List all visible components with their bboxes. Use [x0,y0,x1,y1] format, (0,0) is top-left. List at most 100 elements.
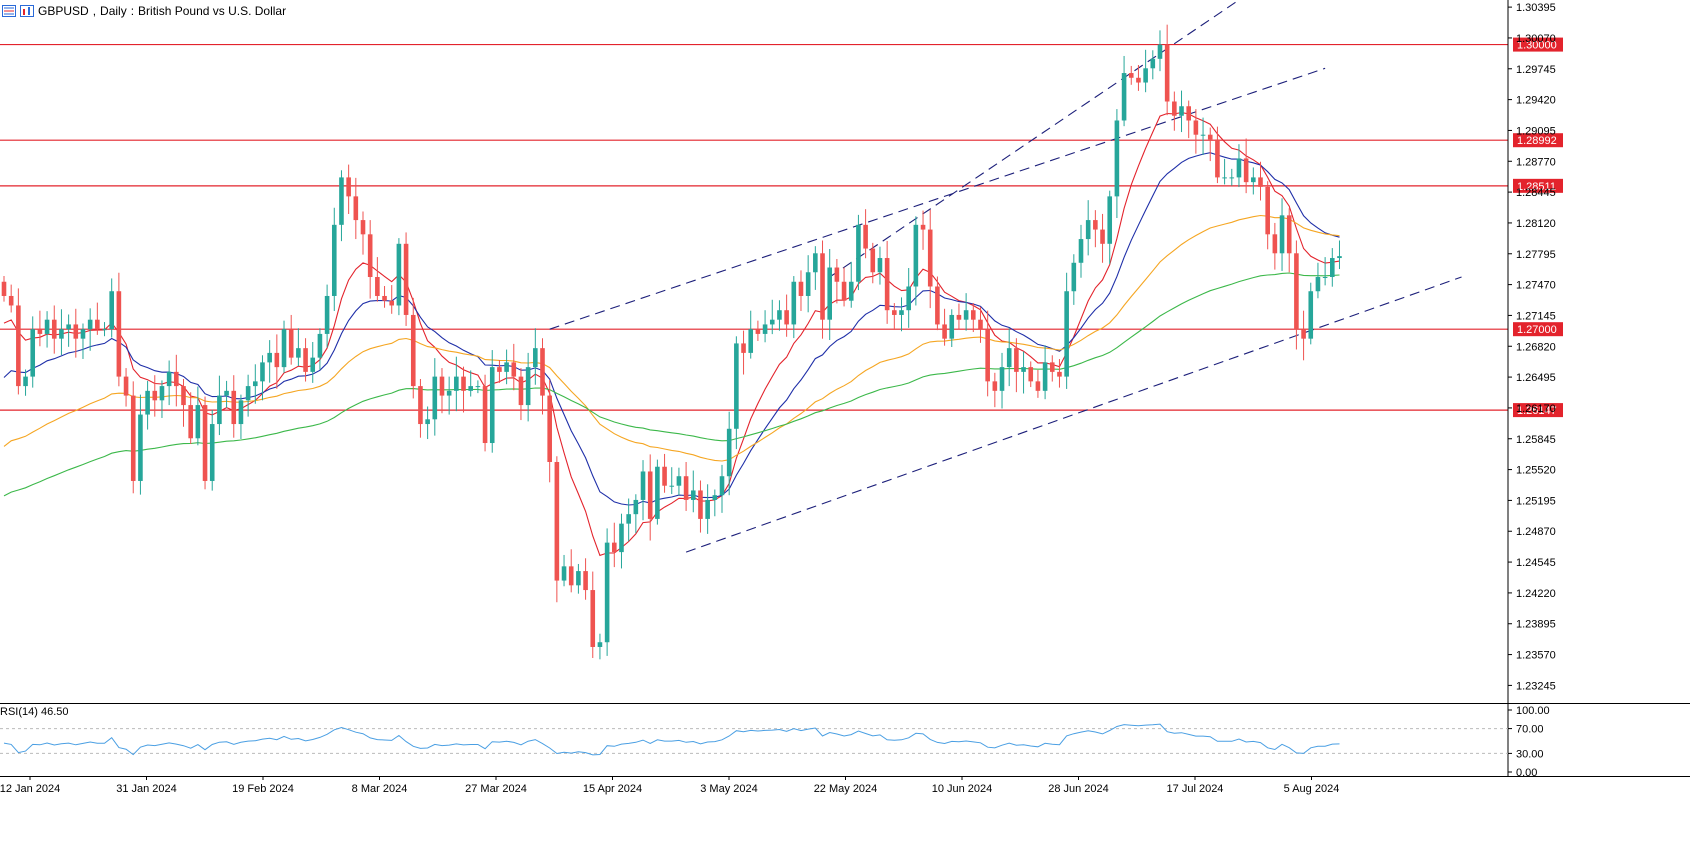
candle-body [375,277,380,296]
candle-body [590,590,596,647]
candle-body [454,376,459,391]
candle-body [1164,44,1170,102]
candle-body [1143,68,1148,83]
candle-body [762,324,768,334]
candle-body [576,571,581,586]
candle-body [633,499,639,515]
y-tick-label: 1.24870 [1516,526,1556,538]
rsi-tick-label: 0.00 [1516,767,1537,779]
candle-body [583,571,588,591]
y-tick-label: 1.27795 [1516,249,1556,261]
x-tick-label: 8 Mar 2024 [352,783,408,795]
candle-body [992,381,998,391]
chart-header: GBPUSD, Daily: British Pound vs U.S. Dol… [2,2,286,20]
level-price-tag [1513,322,1563,337]
candle-body [1193,120,1199,135]
candle-body [518,376,524,406]
candle-body [899,310,904,315]
x-tick-label: 5 Aug 2024 [1284,783,1340,795]
y-tick-label: 1.26820 [1516,341,1556,353]
x-tick-label: 3 May 2024 [700,783,757,795]
candle-body [80,329,86,339]
candle-body [30,329,36,377]
candle-body [245,386,251,401]
y-tick-label: 1.24545 [1516,557,1556,569]
candle-body [604,542,610,643]
candle-body [231,390,237,425]
candle-body [8,295,14,306]
candle-body [971,310,976,320]
candle-body [848,281,854,301]
candle-body [1064,291,1069,377]
candle-body [102,329,107,331]
y-tick-label: 1.24220 [1516,588,1556,600]
candle-body [626,514,631,524]
candle-body [145,390,150,415]
candle-body [1006,348,1012,368]
candle-body [425,419,430,425]
candle-body [109,291,114,330]
candle-body [310,357,316,372]
x-tick-label: 15 Apr 2024 [583,783,642,795]
candle-body [324,295,330,334]
rsi-tick-label: 70.00 [1516,724,1544,736]
candle-body [705,499,710,519]
y-tick-label: 1.27145 [1516,310,1556,322]
y-tick-label: 1.26170 [1516,403,1556,415]
y-tick-label: 1.27470 [1516,280,1556,292]
level-price-tag [1513,37,1563,52]
candle-body [209,424,215,481]
candle-body [339,177,344,225]
candle-body [461,376,466,391]
candle-body [296,348,301,358]
candle-body [66,324,71,330]
candle-body [669,485,675,487]
candle-body [1114,120,1120,197]
y-tick-label: 1.25520 [1516,465,1556,477]
rsi-tick-label: 100.00 [1516,705,1550,717]
x-tick-label: 17 Jul 2024 [1167,783,1224,795]
level-price-label: 1.27000 [1517,324,1557,336]
y-tick-label: 1.23245 [1516,680,1556,692]
candle-body [877,258,883,273]
level-price-label: 1.30000 [1517,40,1557,52]
y-tick-label: 1.28445 [1516,187,1556,199]
candle-body [281,329,287,368]
level-price-label: 1.28992 [1517,135,1557,147]
candle-body [331,224,337,296]
level-price-label: 1.26147 [1517,405,1557,417]
candle-body [798,281,804,296]
candle-body [73,324,79,339]
x-tick-label: 27 Mar 2024 [465,783,527,795]
x-tick-label: 31 Jan 2024 [116,783,177,795]
chart-list-icon[interactable] [2,5,16,17]
indicator-window-icon[interactable] [20,5,34,17]
candle-body [769,319,775,325]
candle-body [1150,58,1156,69]
candle-body [920,224,926,230]
candle-body [475,386,481,388]
candle-body [540,348,545,396]
candle-body [956,314,962,320]
candle-body [130,395,136,481]
candle-body [1272,234,1278,254]
candle-body [1322,277,1328,279]
candle-body [1222,177,1227,179]
candle-body [820,253,825,320]
candle-body [985,329,990,382]
candle-body [432,376,438,420]
candle-body [346,177,351,197]
candle-body [410,314,416,387]
candle-body [1286,215,1292,254]
candle-body [913,224,919,287]
candle-body [181,386,186,406]
candle-body [676,476,682,486]
y-tick-label: 1.25845 [1516,434,1556,446]
candle-body [1301,329,1306,339]
symbol-name: GBPUSD [38,4,89,18]
candle-body [748,329,754,353]
candle-body [504,362,509,372]
candle-body [734,343,739,429]
y-tick-label: 1.29745 [1516,64,1556,76]
